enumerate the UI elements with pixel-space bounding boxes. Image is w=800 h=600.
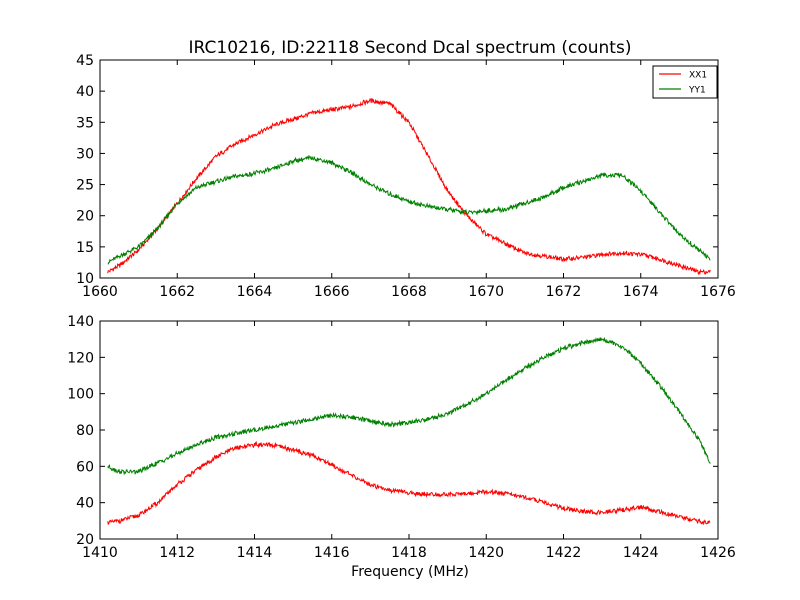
legend-label-yy1: YY1 <box>688 86 706 96</box>
legend-label-xx1: XX1 <box>689 71 707 81</box>
legend-box <box>652 65 718 99</box>
y-tick-label: 45 <box>76 53 94 69</box>
x-tick-label: 1668 <box>391 284 427 300</box>
y-tick-label: 40 <box>76 496 94 512</box>
y-tick-label: 30 <box>76 146 94 162</box>
series-line-bottom-1 <box>107 336 711 476</box>
x-tick-label: 1676 <box>700 284 736 300</box>
x-tick-label: 1660 <box>82 284 118 300</box>
y-tick-label: 10 <box>76 271 94 287</box>
y-tick-label: 100 <box>67 387 94 403</box>
x-tick-label: 1418 <box>391 545 427 561</box>
x-tick-label: 1672 <box>546 284 582 300</box>
x-axis-label: Frequency (MHz) <box>351 564 469 580</box>
y-tick-label: 20 <box>76 532 94 548</box>
y-tick-label: 80 <box>76 423 94 439</box>
legend: XX1 YY1 <box>652 65 718 99</box>
y-tick-label: 60 <box>76 459 94 475</box>
y-tick-label: 20 <box>76 209 94 225</box>
series-line-top-1 <box>107 154 711 265</box>
x-tick-label: 1662 <box>159 284 195 300</box>
x-tick-label: 1664 <box>237 284 273 300</box>
top-panel: 1660 1662 1664 1666 1668 1670 1672 1674 1676 10 15… <box>76 53 736 300</box>
x-tick-label: 1422 <box>546 545 582 561</box>
bottom-panel: 1410 1412 1414 1416 1418 1420 1422 1424 1426 20 40… <box>67 314 736 561</box>
x-tick-label: 1426 <box>700 545 736 561</box>
x-tick-label: 1666 <box>314 284 350 300</box>
x-tick-label: 1416 <box>314 545 350 561</box>
x-tick-label: 1674 <box>623 284 659 300</box>
y-tick-label: 15 <box>76 240 94 256</box>
y-tick-label: 140 <box>67 314 94 330</box>
y-tick-label: 35 <box>76 115 94 131</box>
chart-title: IRC10216, ID:22118 Second Dcal spectrum … <box>189 38 632 58</box>
x-tick-label: 1670 <box>468 284 504 300</box>
y-tick-label: 25 <box>76 178 94 194</box>
x-tick-label: 1410 <box>82 545 118 561</box>
y-tick-label: 120 <box>67 350 94 366</box>
series-line-top-0 <box>107 97 711 276</box>
x-tick-label: 1414 <box>237 545 273 561</box>
x-tick-label: 1424 <box>623 545 659 561</box>
series-line-bottom-0 <box>107 440 711 526</box>
x-tick-label: 1420 <box>468 545 504 561</box>
x-tick-label: 1412 <box>159 545 195 561</box>
y-tick-label: 40 <box>76 84 94 100</box>
